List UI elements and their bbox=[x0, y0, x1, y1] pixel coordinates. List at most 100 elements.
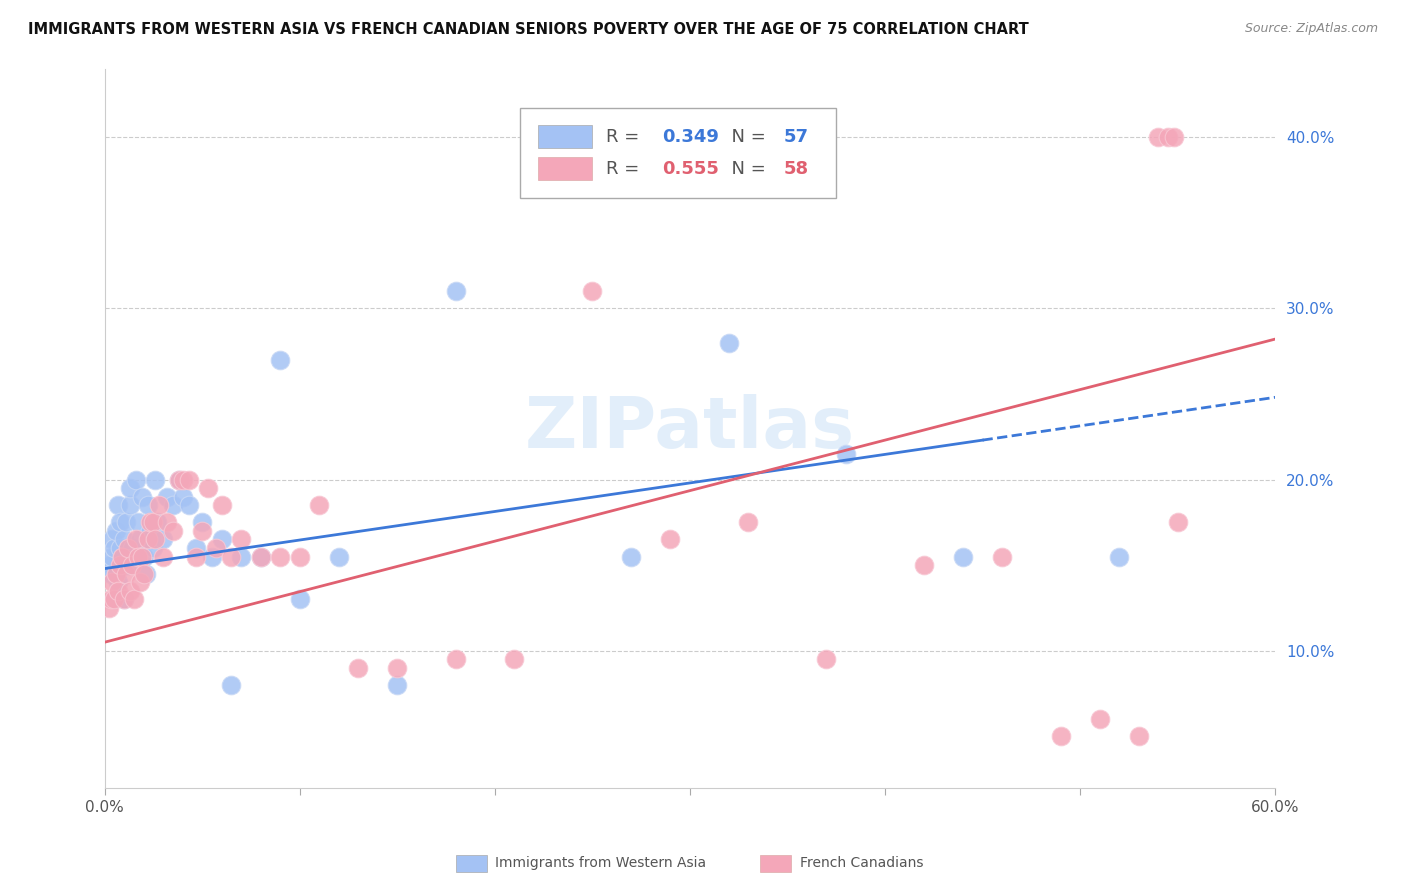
Point bbox=[231, 533, 253, 547]
Point bbox=[444, 652, 467, 666]
Point bbox=[523, 181, 546, 195]
Point bbox=[167, 473, 190, 487]
Point bbox=[145, 473, 167, 487]
Point bbox=[125, 533, 148, 547]
Point bbox=[152, 533, 174, 547]
Point bbox=[387, 661, 409, 675]
Point bbox=[737, 516, 759, 530]
Point bbox=[135, 566, 157, 581]
Point bbox=[1108, 549, 1130, 564]
Point bbox=[97, 558, 120, 573]
Point bbox=[105, 524, 128, 538]
Point bbox=[1088, 712, 1111, 726]
Point bbox=[269, 352, 291, 367]
Point bbox=[145, 533, 167, 547]
Text: 0.555: 0.555 bbox=[662, 161, 718, 178]
Point bbox=[156, 516, 179, 530]
Text: R =: R = bbox=[606, 161, 644, 178]
Point bbox=[581, 284, 603, 298]
Point bbox=[191, 516, 214, 530]
Point bbox=[1163, 130, 1185, 145]
Point bbox=[138, 516, 160, 530]
Point bbox=[127, 516, 149, 530]
Text: 57: 57 bbox=[783, 128, 808, 146]
Text: Source: ZipAtlas.com: Source: ZipAtlas.com bbox=[1244, 22, 1378, 36]
FancyBboxPatch shape bbox=[520, 108, 837, 198]
Text: N =: N = bbox=[720, 128, 772, 146]
Point bbox=[172, 490, 194, 504]
Point bbox=[101, 549, 124, 564]
Text: Immigrants from Western Asia: Immigrants from Western Asia bbox=[495, 856, 706, 871]
Point bbox=[112, 592, 135, 607]
Point bbox=[201, 549, 224, 564]
Point bbox=[162, 524, 184, 538]
Point bbox=[118, 583, 141, 598]
Point bbox=[111, 549, 134, 564]
Text: ZIPatlas: ZIPatlas bbox=[524, 393, 855, 463]
Point bbox=[717, 335, 740, 350]
Point bbox=[110, 558, 132, 573]
Point bbox=[146, 516, 169, 530]
Point bbox=[308, 498, 330, 512]
Point bbox=[107, 498, 129, 512]
Point bbox=[1167, 516, 1189, 530]
Point bbox=[231, 549, 253, 564]
Point bbox=[205, 541, 228, 555]
Point bbox=[131, 490, 153, 504]
Point bbox=[211, 498, 233, 512]
Point bbox=[132, 549, 155, 564]
Point bbox=[107, 575, 129, 590]
Point bbox=[288, 549, 311, 564]
Point bbox=[172, 473, 194, 487]
Text: IMMIGRANTS FROM WESTERN ASIA VS FRENCH CANADIAN SENIORS POVERTY OVER THE AGE OF : IMMIGRANTS FROM WESTERN ASIA VS FRENCH C… bbox=[28, 22, 1029, 37]
Point bbox=[118, 481, 141, 495]
Point bbox=[991, 549, 1014, 564]
Point bbox=[122, 549, 145, 564]
Point bbox=[128, 533, 150, 547]
Text: 0.349: 0.349 bbox=[662, 128, 718, 146]
Point bbox=[105, 566, 128, 581]
Point bbox=[142, 516, 165, 530]
Point bbox=[136, 498, 159, 512]
Point bbox=[288, 592, 311, 607]
Point bbox=[221, 549, 243, 564]
Point bbox=[125, 473, 148, 487]
Point bbox=[1128, 730, 1150, 744]
Point bbox=[112, 533, 135, 547]
Point bbox=[835, 447, 858, 461]
Point bbox=[177, 473, 200, 487]
Point bbox=[97, 601, 120, 615]
Point bbox=[444, 284, 467, 298]
Point bbox=[328, 549, 350, 564]
Point bbox=[503, 652, 526, 666]
Point bbox=[221, 678, 243, 692]
Point bbox=[142, 541, 165, 555]
Text: French Canadians: French Canadians bbox=[800, 856, 922, 871]
Point bbox=[112, 592, 135, 607]
Point bbox=[138, 524, 160, 538]
Point bbox=[211, 533, 233, 547]
Point bbox=[128, 575, 150, 590]
Point bbox=[115, 516, 138, 530]
Point bbox=[148, 498, 170, 512]
Point bbox=[912, 558, 935, 573]
Point bbox=[156, 490, 179, 504]
Point bbox=[131, 549, 153, 564]
Point bbox=[117, 541, 139, 555]
Point bbox=[105, 566, 128, 581]
Text: 58: 58 bbox=[783, 161, 808, 178]
Point bbox=[1147, 130, 1170, 145]
Point bbox=[101, 533, 124, 547]
Point bbox=[952, 549, 974, 564]
Point bbox=[152, 549, 174, 564]
Point bbox=[1157, 130, 1180, 145]
Text: R =: R = bbox=[606, 128, 644, 146]
Point bbox=[100, 566, 122, 581]
Point bbox=[127, 549, 149, 564]
Point bbox=[101, 575, 124, 590]
Point bbox=[1049, 730, 1071, 744]
Point bbox=[191, 524, 214, 538]
Point bbox=[115, 566, 138, 581]
Point bbox=[121, 558, 143, 573]
FancyBboxPatch shape bbox=[537, 125, 592, 148]
